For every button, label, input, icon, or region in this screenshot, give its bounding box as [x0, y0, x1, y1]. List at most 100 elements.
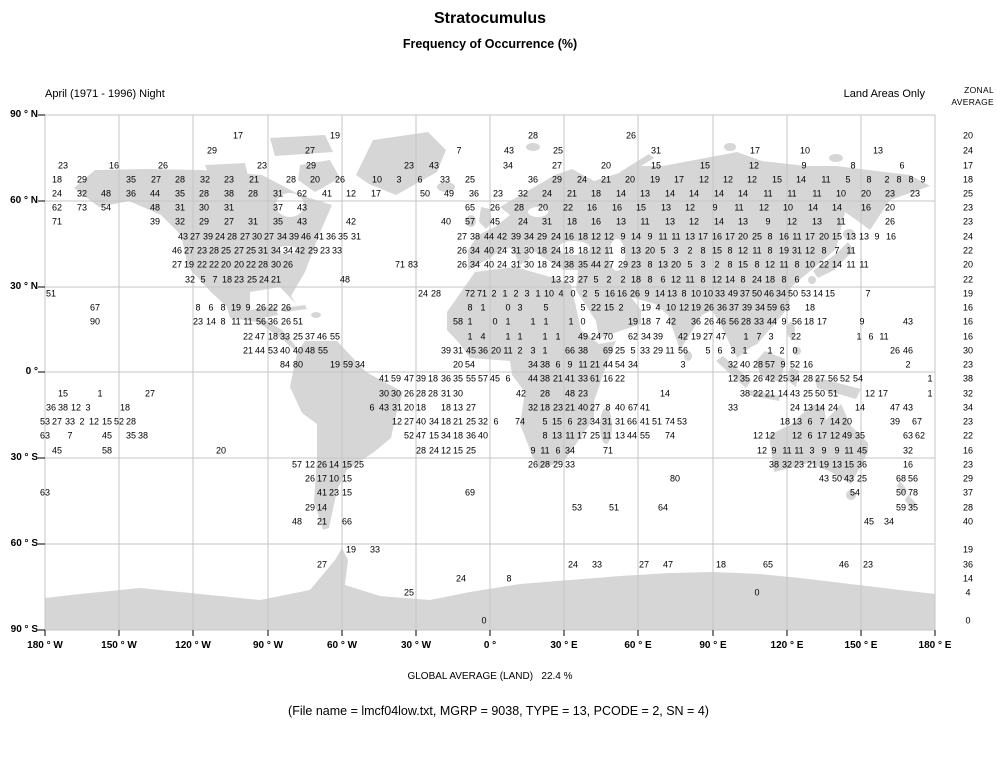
grid-value: 51: [292, 316, 304, 327]
grid-value: 11: [231, 316, 241, 327]
longitude-label: 90 ° E: [699, 640, 727, 651]
grid-value: 3: [396, 174, 402, 185]
grid-value: 15: [635, 202, 647, 213]
grid-value: 17: [316, 473, 328, 484]
grid-value: 3: [768, 331, 774, 342]
grid-value: 18: [267, 331, 279, 342]
grid-value: 1: [856, 331, 862, 342]
grid-value: 29: [652, 345, 664, 356]
grid-value: 16: [711, 231, 723, 242]
grid-value: 10: [371, 174, 383, 185]
grid-value: 55: [317, 345, 329, 356]
grid-value: 50: [831, 473, 843, 484]
grid-value: 8: [754, 259, 760, 270]
grid-value: 9: [874, 231, 880, 242]
grid-value: 55: [329, 331, 341, 342]
grid-value: 1: [517, 331, 523, 342]
grid-value: 6: [567, 416, 573, 427]
greenland: [356, 132, 446, 195]
grid-value: 8: [467, 302, 473, 313]
grid-value: 59: [895, 502, 907, 513]
grid-value: 41: [564, 373, 576, 384]
grid-value: 14: [654, 288, 666, 299]
new-siberian-islands: [829, 154, 843, 162]
grid-value: 37: [728, 302, 740, 313]
grid-value: 2: [618, 302, 624, 313]
grid-value: 44: [527, 373, 539, 384]
grid-value: 19: [818, 459, 830, 470]
grid-value: 25: [751, 231, 763, 242]
grid-value: 35: [174, 188, 186, 199]
longitude-label: 30 ° E: [550, 640, 578, 651]
grid-value: 63: [902, 430, 914, 441]
grid-value: 20: [490, 345, 502, 356]
grid-value: 1: [480, 302, 486, 313]
grid-value: 23: [552, 402, 564, 413]
latitude-label: 30 ° N: [10, 281, 38, 292]
inland-seas: [276, 193, 625, 271]
grid-value: 2: [606, 274, 612, 285]
grid-value: 36: [477, 345, 489, 356]
zonal-average-value: 17: [962, 160, 974, 171]
grid-value: 15: [57, 388, 69, 399]
grid-value: 20: [220, 259, 232, 270]
grid-value: 0: [792, 345, 798, 356]
grid-value: 27: [577, 274, 589, 285]
grid-value: 24: [590, 331, 602, 342]
grid-value: 18: [803, 316, 815, 327]
grid-value: 47: [889, 402, 901, 413]
grid-value: 7: [834, 245, 840, 256]
grid-value: 17: [816, 316, 828, 327]
grid-value: 25: [552, 145, 564, 156]
grid-value: 12: [752, 430, 764, 441]
grid-value: 12: [756, 445, 768, 456]
grid-value: 90: [89, 316, 101, 327]
grid-value: 51: [608, 502, 620, 513]
grid-value: 45: [856, 445, 868, 456]
grid-value: 23: [577, 388, 589, 399]
grid-value: 21: [764, 388, 776, 399]
grid-value: 33: [369, 544, 381, 555]
grid-value: 9: [771, 445, 777, 456]
grid-value: 14: [630, 231, 642, 242]
grid-value: 9: [620, 231, 626, 242]
grid-value: 18: [440, 402, 452, 413]
grid-value: 3: [700, 259, 706, 270]
grid-value: 1: [505, 331, 511, 342]
grid-value: 1: [97, 388, 103, 399]
grid-value: 1: [502, 288, 508, 299]
grid-value: 1: [568, 316, 574, 327]
grid-value: 11: [821, 174, 831, 185]
grid-value: 53: [800, 288, 812, 299]
grid-value: 57: [464, 216, 476, 227]
grid-value: 38: [137, 430, 149, 441]
grid-value: 11: [787, 188, 797, 199]
grid-value: 33: [279, 331, 291, 342]
grid-value: 12: [804, 245, 816, 256]
grid-value: 27: [144, 388, 156, 399]
grid-value: 27: [456, 231, 468, 242]
grid-value: 58: [452, 316, 464, 327]
grid-value: 2: [884, 174, 890, 185]
grid-value: 12: [764, 430, 776, 441]
grid-value: 37: [272, 202, 284, 213]
grid-value: 26: [157, 160, 169, 171]
grid-value: 51: [827, 388, 839, 399]
grid-value: 11: [604, 245, 614, 256]
grid-value: 24: [517, 216, 529, 227]
grid-value: 11: [503, 345, 513, 356]
grid-value: 56: [827, 373, 839, 384]
grid-value: 9: [765, 216, 771, 227]
grid-value: 29: [305, 160, 317, 171]
grid-value: 34: [502, 160, 514, 171]
grid-value: 26: [884, 216, 896, 227]
grid-value: 14: [713, 216, 725, 227]
grid-value: 12: [688, 216, 700, 227]
grid-value: 11: [812, 188, 822, 199]
grid-value: 41: [313, 231, 325, 242]
grid-value: 25: [292, 331, 304, 342]
grid-value: 39: [741, 302, 753, 313]
grid-value: 23: [319, 245, 331, 256]
grid-value: 20: [624, 174, 636, 185]
grid-value: 17: [877, 388, 889, 399]
